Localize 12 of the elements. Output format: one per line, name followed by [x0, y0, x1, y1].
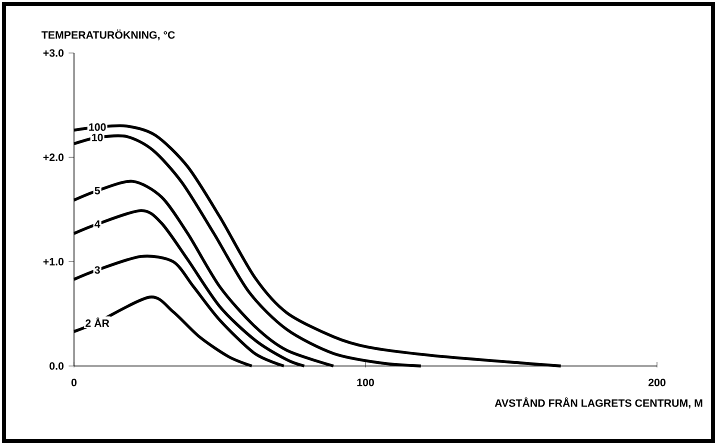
x-tick-label: 0 — [71, 378, 77, 386]
y-tick-label: +1.0 — [43, 258, 64, 266]
y-tick-label: +2.0 — [43, 154, 64, 162]
y-axis-title: TEMPERATURÖKNING, °C — [42, 30, 175, 40]
series-label: 3 — [94, 266, 100, 274]
x-tick-label: 200 — [648, 378, 666, 386]
y-tick-label: 0.0 — [50, 362, 64, 370]
x-axis-title: AVSTÅND FRÅN LAGRETS CENTRUM, M — [494, 397, 702, 408]
y-tick-label: +3.0 — [43, 49, 64, 57]
series-label: 4 — [94, 220, 100, 228]
x-tick-label: 100 — [357, 378, 374, 386]
series-label: 5 — [94, 186, 100, 194]
